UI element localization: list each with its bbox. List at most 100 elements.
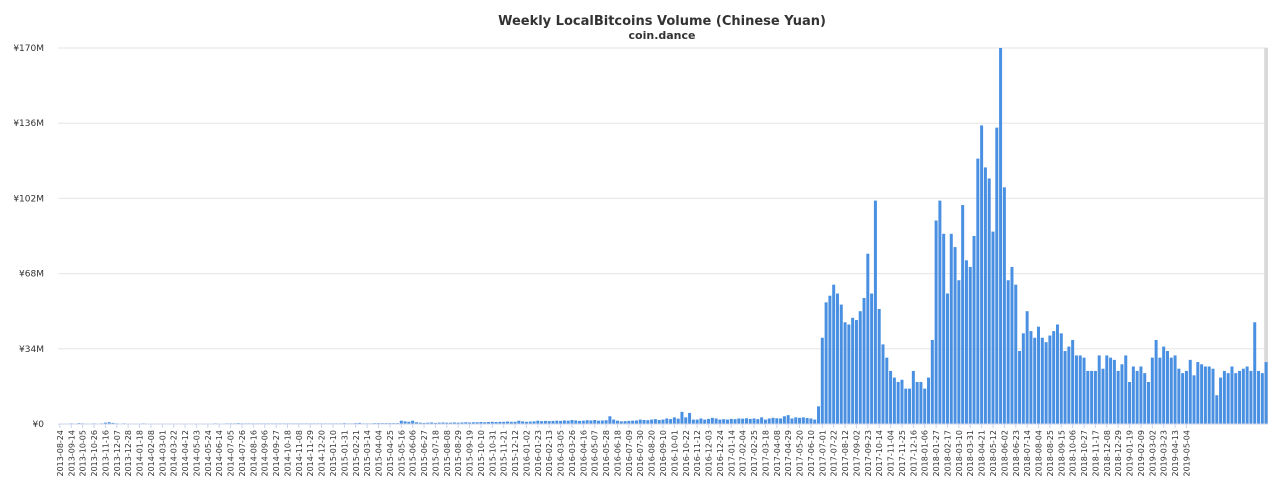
- bar[interactable]: [585, 420, 589, 424]
- bar[interactable]: [945, 293, 949, 424]
- bar[interactable]: [581, 420, 585, 424]
- bar[interactable]: [612, 419, 616, 424]
- bar[interactable]: [513, 421, 517, 424]
- bar[interactable]: [737, 418, 741, 424]
- bar[interactable]: [1253, 322, 1257, 424]
- bar[interactable]: [1109, 357, 1113, 424]
- bar[interactable]: [1139, 366, 1143, 424]
- bar[interactable]: [695, 419, 699, 424]
- bar[interactable]: [661, 419, 665, 424]
- bar[interactable]: [839, 304, 843, 424]
- bar[interactable]: [688, 412, 692, 424]
- bar[interactable]: [1245, 366, 1249, 424]
- bar[interactable]: [1143, 373, 1147, 424]
- bar[interactable]: [1044, 342, 1048, 424]
- bar[interactable]: [1241, 368, 1245, 424]
- bar[interactable]: [642, 420, 646, 424]
- bar[interactable]: [1093, 370, 1097, 424]
- bar[interactable]: [820, 337, 824, 424]
- bar[interactable]: [505, 421, 509, 424]
- bar[interactable]: [957, 280, 961, 424]
- bar[interactable]: [107, 422, 111, 424]
- bar[interactable]: [483, 422, 487, 424]
- bar[interactable]: [475, 422, 479, 424]
- bar[interactable]: [854, 320, 858, 424]
- bar[interactable]: [824, 302, 828, 424]
- bar[interactable]: [877, 308, 881, 424]
- bar[interactable]: [1203, 366, 1207, 424]
- bar[interactable]: [904, 388, 908, 424]
- bar[interactable]: [722, 419, 726, 424]
- bar[interactable]: [502, 421, 506, 424]
- bar[interactable]: [707, 418, 711, 424]
- bar[interactable]: [930, 339, 934, 424]
- bar[interactable]: [1226, 373, 1230, 424]
- bar[interactable]: [892, 377, 896, 424]
- bar[interactable]: [1120, 364, 1124, 424]
- bar[interactable]: [786, 415, 790, 424]
- bar[interactable]: [456, 422, 460, 424]
- bar[interactable]: [1230, 366, 1234, 424]
- bar[interactable]: [672, 417, 676, 424]
- bar[interactable]: [919, 381, 923, 424]
- bar[interactable]: [794, 417, 798, 424]
- bar[interactable]: [1207, 366, 1211, 424]
- bar[interactable]: [934, 220, 938, 424]
- bar[interactable]: [1249, 370, 1253, 424]
- bar[interactable]: [1264, 362, 1268, 424]
- bar[interactable]: [1105, 355, 1109, 424]
- bar[interactable]: [578, 420, 582, 424]
- bar[interactable]: [464, 422, 468, 424]
- bar[interactable]: [835, 293, 839, 424]
- bar[interactable]: [767, 418, 771, 424]
- bar[interactable]: [923, 388, 927, 424]
- bar[interactable]: [555, 420, 559, 424]
- bar[interactable]: [1067, 346, 1071, 424]
- bar[interactable]: [1090, 370, 1094, 424]
- bar[interactable]: [1158, 357, 1162, 424]
- bar[interactable]: [1154, 339, 1158, 424]
- bar[interactable]: [843, 322, 847, 424]
- bar[interactable]: [949, 233, 953, 424]
- bar[interactable]: [540, 421, 544, 424]
- bar[interactable]: [418, 422, 422, 424]
- bar[interactable]: [1063, 351, 1067, 424]
- bar[interactable]: [1040, 337, 1044, 424]
- bar[interactable]: [1112, 359, 1116, 424]
- bar[interactable]: [851, 317, 855, 424]
- bar[interactable]: [1150, 357, 1154, 424]
- bar[interactable]: [414, 422, 418, 424]
- bar[interactable]: [619, 421, 623, 424]
- bar[interactable]: [1219, 377, 1223, 424]
- bar[interactable]: [1192, 375, 1196, 424]
- bar[interactable]: [1128, 381, 1132, 424]
- bar[interactable]: [437, 422, 441, 424]
- bar[interactable]: [1006, 280, 1010, 424]
- bar[interactable]: [1173, 355, 1177, 424]
- bar[interactable]: [1097, 355, 1101, 424]
- bar[interactable]: [543, 420, 547, 424]
- bar[interactable]: [638, 419, 642, 424]
- bar[interactable]: [1029, 331, 1033, 424]
- bar[interactable]: [631, 420, 635, 424]
- bar[interactable]: [1059, 333, 1063, 424]
- bar[interactable]: [411, 420, 415, 424]
- bar[interactable]: [870, 293, 874, 424]
- bar[interactable]: [479, 422, 483, 424]
- bar[interactable]: [600, 420, 604, 424]
- bar[interactable]: [1215, 395, 1219, 424]
- bar[interactable]: [517, 420, 521, 424]
- bar[interactable]: [1147, 381, 1151, 424]
- bar[interactable]: [1055, 324, 1059, 424]
- bar[interactable]: [593, 420, 597, 424]
- bar[interactable]: [498, 421, 502, 424]
- bar[interactable]: [1165, 351, 1169, 424]
- bar[interactable]: [433, 422, 437, 424]
- bar[interactable]: [111, 422, 115, 424]
- bar[interactable]: [358, 422, 362, 424]
- bar[interactable]: [494, 422, 498, 424]
- bar[interactable]: [452, 422, 456, 424]
- bar[interactable]: [559, 420, 563, 424]
- bar[interactable]: [650, 419, 654, 424]
- bar[interactable]: [441, 422, 445, 424]
